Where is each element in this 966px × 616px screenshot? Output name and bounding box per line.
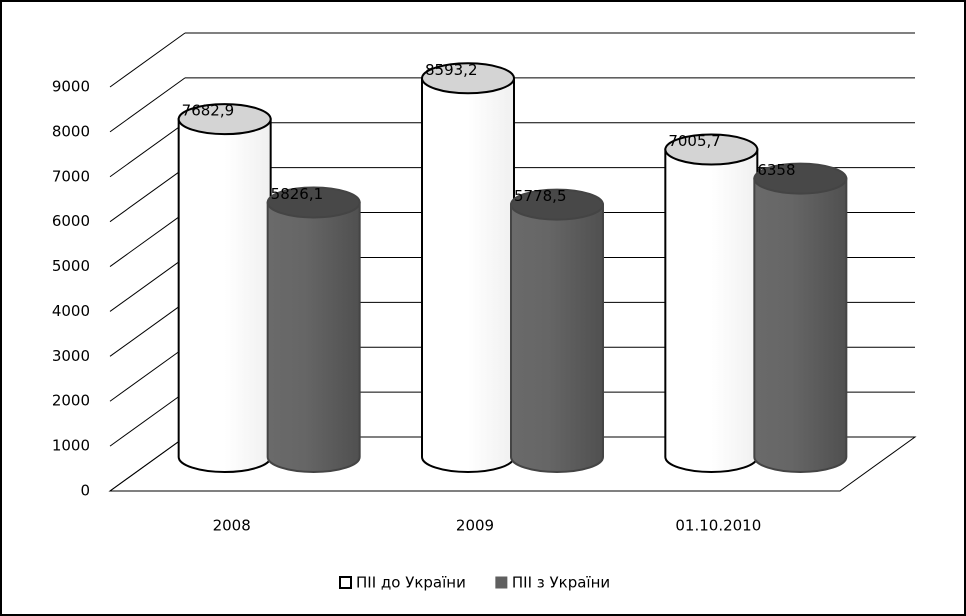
bar-top bbox=[664, 133, 759, 166]
data-label: 7682,9 bbox=[182, 102, 235, 120]
bar-body bbox=[421, 77, 515, 473]
x-tick-label: 2008 bbox=[213, 517, 251, 535]
bar bbox=[510, 188, 604, 473]
bar-body bbox=[753, 177, 848, 473]
plot-area: 0 1000 2000 3000 4000 5000 6000 7000 8000 9000 200… bbox=[52, 32, 917, 592]
grid-line bbox=[109, 391, 186, 447]
bar-top bbox=[266, 186, 361, 219]
grid-line bbox=[109, 257, 186, 312]
grid-line bbox=[109, 436, 186, 492]
x-tick-label: 01.10.2010 bbox=[675, 517, 761, 535]
y-tick-label: 2000 bbox=[52, 392, 90, 410]
y-tick-label: 5000 bbox=[52, 257, 90, 275]
grid-line bbox=[109, 301, 186, 357]
legend-marker bbox=[339, 576, 352, 589]
grid-line bbox=[109, 346, 186, 402]
grid-line bbox=[109, 167, 186, 223]
bar-body bbox=[266, 201, 361, 473]
bar bbox=[664, 133, 759, 473]
data-label: 6358 bbox=[757, 161, 795, 179]
grid-line bbox=[109, 77, 186, 133]
bar-body bbox=[510, 203, 604, 473]
x-tick-label: 2009 bbox=[456, 517, 494, 535]
bar-top bbox=[421, 62, 515, 95]
y-tick-label: 4000 bbox=[52, 302, 90, 320]
data-label: 7005,7 bbox=[668, 132, 721, 150]
y-tick-label: 1000 bbox=[52, 437, 90, 455]
bar bbox=[177, 103, 272, 473]
legend-label: ПІІ з України bbox=[512, 574, 610, 592]
bar-body bbox=[177, 118, 272, 473]
bar-top bbox=[510, 188, 604, 221]
data-label: 5826,1 bbox=[271, 185, 324, 203]
data-label: 5778,5 bbox=[514, 187, 567, 205]
y-tick-label: 9000 bbox=[52, 78, 90, 96]
y-tick-label: 0 bbox=[80, 482, 90, 500]
bar-top bbox=[177, 103, 272, 136]
bar bbox=[421, 62, 515, 473]
data-label: 8593,2 bbox=[425, 61, 478, 79]
y-tick-label: 7000 bbox=[52, 167, 90, 185]
y-tick-label: 8000 bbox=[52, 122, 90, 140]
bar bbox=[753, 162, 848, 473]
grid-line bbox=[109, 122, 186, 178]
bar-top bbox=[753, 162, 848, 195]
bar bbox=[266, 186, 361, 473]
bar-body bbox=[664, 148, 759, 473]
legend-label: ПІІ до України bbox=[356, 574, 466, 592]
grid-line bbox=[109, 32, 186, 88]
y-tick-label: 6000 bbox=[52, 212, 90, 230]
y-tick-label: 3000 bbox=[52, 347, 90, 365]
legend-marker bbox=[495, 576, 508, 589]
grid-line bbox=[109, 212, 186, 267]
